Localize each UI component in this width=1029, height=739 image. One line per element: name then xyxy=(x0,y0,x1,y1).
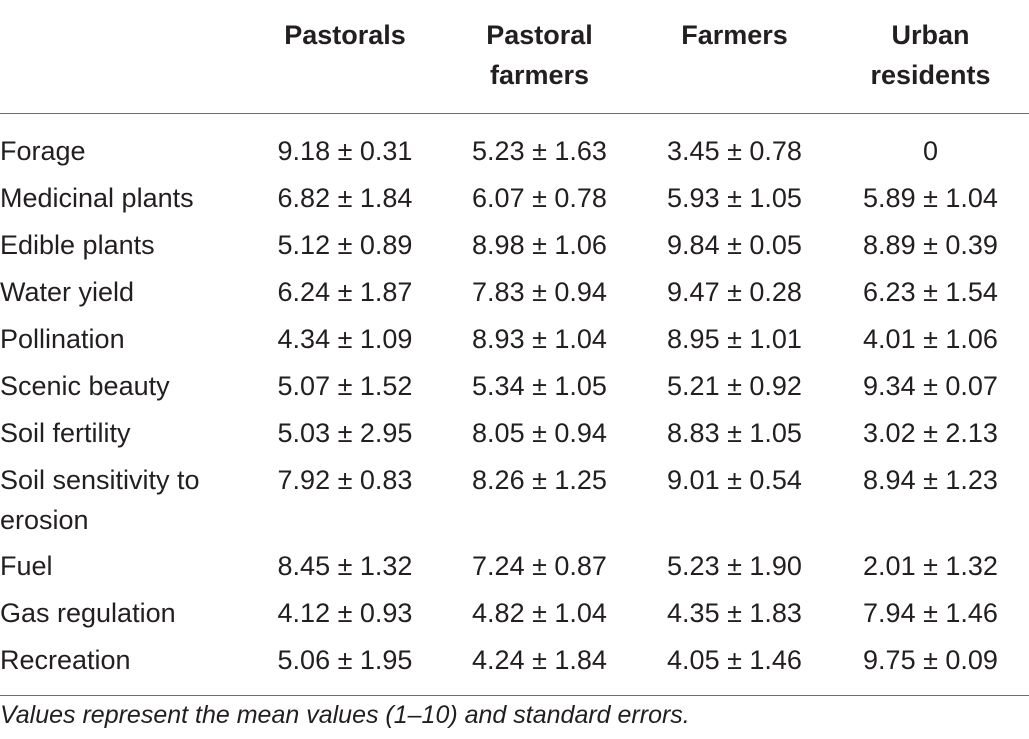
cell-pastoral-farmers: 8.05 ± 0.94 xyxy=(472,418,607,448)
cell-urban-residents: 5.89 ± 1.04 xyxy=(863,183,998,213)
cell-pastorals: 5.06 ± 1.95 xyxy=(277,645,413,675)
cell-pastoral-farmers: 7.83 ± 0.94 xyxy=(472,277,607,307)
table-row: Pollination 4.34 ± 1.09 8.93 ± 1.04 8.95… xyxy=(0,316,1029,363)
cell-urban-residents: 6.23 ± 1.54 xyxy=(863,277,998,307)
cell-farmers: 9.47 ± 0.28 xyxy=(667,277,802,307)
data-table: Pastorals Pastoral farmers Farmers Urban… xyxy=(0,0,1029,696)
table-row: Medicinal plants 6.82 ± 1.84 6.07 ± 0.78… xyxy=(0,175,1029,222)
header-urban-residents-text: Urban residents xyxy=(870,20,991,90)
cell-farmers: 8.95 ± 1.01 xyxy=(667,324,802,354)
cell-pastoral-farmers: 4.24 ± 1.84 xyxy=(472,645,607,675)
table-row: Edible plants 5.12 ± 0.89 8.98 ± 1.06 9.… xyxy=(0,222,1029,269)
table-row: Soil sensitivity to erosion 7.92 ± 0.83 … xyxy=(0,457,1029,543)
cell-pastorals: 8.45 ± 1.32 xyxy=(277,551,413,581)
header-row: Pastorals Pastoral farmers Farmers Urban… xyxy=(0,0,1029,114)
cell-urban-residents: 2.01 ± 1.32 xyxy=(863,551,998,581)
table-row: Scenic beauty 5.07 ± 1.52 5.34 ± 1.05 5.… xyxy=(0,363,1029,410)
cell-pastorals: 4.12 ± 0.93 xyxy=(277,598,413,628)
cell-pastoral-farmers: 6.07 ± 0.78 xyxy=(472,183,607,213)
cell-pastoral-farmers: 8.26 ± 1.25 xyxy=(472,465,607,495)
cell-farmers: 4.35 ± 1.83 xyxy=(667,598,802,628)
cell-farmers: 5.21 ± 0.92 xyxy=(667,371,802,401)
row-label: Water yield xyxy=(0,277,135,307)
cell-farmers: 5.93 ± 1.05 xyxy=(667,183,802,213)
cell-farmers: 8.83 ± 1.05 xyxy=(667,418,802,448)
row-label: Fuel xyxy=(0,551,53,581)
row-label: Recreation xyxy=(0,645,131,675)
data-table-container: Pastorals Pastoral farmers Farmers Urban… xyxy=(0,0,1029,696)
cell-farmers: 4.05 ± 1.46 xyxy=(667,645,802,675)
table-body: Forage 9.18 ± 0.31 5.23 ± 1.63 3.45 ± 0.… xyxy=(0,114,1029,696)
cell-pastoral-farmers: 8.93 ± 1.04 xyxy=(472,324,607,354)
table-row: Fuel 8.45 ± 1.32 7.24 ± 0.87 5.23 ± 1.90… xyxy=(0,543,1029,590)
header-cell-farmers: Farmers xyxy=(681,20,788,50)
table-row: Soil fertility 5.03 ± 2.95 8.05 ± 0.94 8… xyxy=(0,410,1029,457)
cell-pastoral-farmers: 8.98 ± 1.06 xyxy=(472,230,607,260)
header-cell-urban-residents: Urban residents xyxy=(832,0,1029,114)
header-cell-pastorals: Pastorals xyxy=(284,20,406,50)
table-row: Recreation 5.06 ± 1.95 4.24 ± 1.84 4.05 … xyxy=(0,637,1029,696)
row-label: Soil sensitivity to erosion xyxy=(0,465,200,535)
cell-urban-residents: 3.02 ± 2.13 xyxy=(863,418,998,448)
cell-urban-residents: 0 xyxy=(922,136,939,166)
cell-pastoral-farmers: 5.23 ± 1.63 xyxy=(472,136,607,166)
table-footnote: Values represent the mean values (1–10) … xyxy=(0,701,690,729)
cell-pastorals: 5.03 ± 2.95 xyxy=(277,418,413,448)
cell-urban-residents: 4.01 ± 1.06 xyxy=(863,324,998,354)
row-label: Pollination xyxy=(0,324,125,354)
cell-pastoral-farmers: 5.34 ± 1.05 xyxy=(472,371,607,401)
row-label: Gas regulation xyxy=(0,598,176,628)
cell-pastoral-farmers: 4.82 ± 1.04 xyxy=(472,598,607,628)
row-label: Medicinal plants xyxy=(0,183,194,213)
cell-pastorals: 6.82 ± 1.84 xyxy=(277,183,413,213)
row-label: Scenic beauty xyxy=(0,371,170,401)
row-label: Edible plants xyxy=(0,230,155,260)
cell-urban-residents: 8.94 ± 1.23 xyxy=(863,465,998,495)
table-row: Gas regulation 4.12 ± 0.93 4.82 ± 1.04 4… xyxy=(0,590,1029,637)
cell-pastorals: 4.34 ± 1.09 xyxy=(277,324,413,354)
cell-urban-residents: 8.89 ± 0.39 xyxy=(863,230,998,260)
cell-pastorals: 6.24 ± 1.87 xyxy=(277,277,413,307)
cell-farmers: 9.84 ± 0.05 xyxy=(667,230,802,260)
cell-farmers: 3.45 ± 0.78 xyxy=(667,136,802,166)
cell-farmers: 9.01 ± 0.54 xyxy=(667,465,802,495)
header-pastoral-farmers-text: Pastoral farmers xyxy=(486,20,593,90)
header-cell-empty xyxy=(0,0,248,114)
cell-pastoral-farmers: 7.24 ± 0.87 xyxy=(472,551,607,581)
row-label: Soil fertility xyxy=(0,418,131,448)
header-cell-pastoral-farmers: Pastoral farmers xyxy=(442,0,637,114)
cell-pastorals: 7.92 ± 0.83 xyxy=(277,465,413,495)
cell-pastorals: 5.12 ± 0.89 xyxy=(277,230,413,260)
cell-pastorals: 9.18 ± 0.31 xyxy=(277,136,413,166)
row-label: Forage xyxy=(0,136,86,166)
cell-urban-residents: 9.34 ± 0.07 xyxy=(863,371,998,401)
table-row: Forage 9.18 ± 0.31 5.23 ± 1.63 3.45 ± 0.… xyxy=(0,114,1029,176)
cell-pastorals: 5.07 ± 1.52 xyxy=(277,371,413,401)
cell-urban-residents: 7.94 ± 1.46 xyxy=(863,598,998,628)
table-row: Water yield 6.24 ± 1.87 7.83 ± 0.94 9.47… xyxy=(0,269,1029,316)
table-header: Pastorals Pastoral farmers Farmers Urban… xyxy=(0,0,1029,114)
cell-farmers: 5.23 ± 1.90 xyxy=(667,551,802,581)
cell-urban-residents: 9.75 ± 0.09 xyxy=(863,645,998,675)
